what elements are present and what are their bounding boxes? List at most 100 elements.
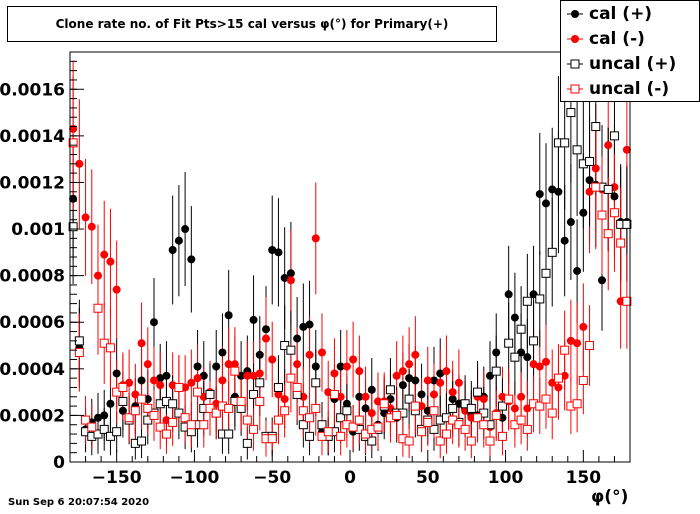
point-cal — [150, 318, 158, 327]
point-cal — [274, 248, 283, 257]
legend-label: cal (-) — [589, 29, 645, 49]
point-cal — [143, 360, 152, 369]
point-cal — [535, 362, 544, 371]
point-cal — [106, 399, 115, 408]
point-cal — [150, 376, 158, 385]
point-uncal — [622, 219, 632, 229]
point-cal — [554, 383, 563, 392]
point-cal — [81, 213, 90, 222]
point-uncal — [342, 406, 352, 416]
point-uncal — [180, 413, 190, 423]
point-cal — [535, 190, 544, 199]
point-cal — [168, 246, 177, 255]
point-uncal — [286, 373, 296, 383]
point-uncal — [280, 406, 290, 416]
point-cal — [112, 369, 121, 378]
point-uncal — [354, 415, 364, 425]
point-uncal — [423, 417, 433, 427]
point-uncal — [317, 420, 327, 430]
point-uncal — [585, 341, 595, 351]
point-uncal — [230, 366, 240, 376]
point-cal — [286, 276, 295, 285]
point-cal — [311, 234, 320, 243]
point-cal — [622, 145, 631, 154]
point-cal — [405, 360, 414, 369]
point-uncal — [205, 403, 215, 413]
point-cal — [268, 246, 277, 255]
point-uncal — [336, 413, 346, 423]
point-cal — [318, 348, 326, 357]
point-uncal — [68, 138, 78, 148]
point-uncal — [105, 343, 115, 353]
point-uncal — [267, 434, 277, 444]
point-cal — [411, 376, 420, 385]
point-cal — [181, 225, 190, 234]
point-uncal — [448, 415, 458, 425]
point-cal — [355, 392, 364, 401]
point-uncal — [298, 406, 308, 416]
point-cal — [224, 311, 233, 320]
point-cal — [342, 399, 351, 408]
point-cal — [274, 390, 283, 399]
point-cal — [517, 392, 526, 401]
point-uncal — [193, 387, 203, 397]
point-uncal — [74, 348, 84, 358]
point-uncal — [572, 145, 582, 155]
legend-entry-uncal-plus: uncal (+) — [561, 53, 700, 75]
point-cal — [417, 390, 426, 399]
point-cal — [448, 388, 457, 397]
point-uncal — [336, 431, 346, 441]
point-cal — [156, 381, 165, 390]
point-uncal — [516, 415, 526, 425]
x-tick-label: 100 — [488, 468, 524, 488]
point-cal — [355, 367, 364, 376]
point-uncal — [249, 424, 259, 434]
point-cal — [479, 395, 488, 404]
point-cal — [523, 353, 532, 362]
open-square-icon — [561, 81, 589, 97]
point-uncal — [535, 401, 545, 411]
point-cal — [610, 192, 619, 201]
point-uncal — [435, 436, 445, 446]
point-uncal — [566, 108, 576, 118]
point-uncal — [497, 431, 507, 441]
point-uncal — [161, 429, 171, 439]
point-cal — [492, 348, 501, 357]
point-cal — [293, 334, 302, 343]
point-uncal — [155, 422, 165, 432]
point-cal — [187, 378, 196, 387]
point-cal — [75, 159, 84, 168]
point-uncal — [541, 394, 551, 404]
point-cal — [430, 390, 438, 399]
point-uncal — [510, 352, 520, 362]
point-uncal — [529, 336, 539, 346]
point-uncal — [323, 427, 333, 437]
point-cal — [361, 392, 370, 401]
point-cal — [411, 350, 420, 359]
point-cal — [604, 141, 613, 150]
point-cal — [280, 273, 289, 282]
point-cal — [100, 411, 109, 420]
point-uncal — [448, 403, 458, 413]
point-uncal — [168, 417, 178, 427]
point-uncal — [93, 303, 103, 313]
point-uncal — [149, 410, 159, 420]
point-cal — [510, 404, 519, 413]
point-cal — [268, 355, 277, 364]
y-tick-label: 0.0002 — [0, 406, 65, 426]
point-cal — [218, 376, 227, 385]
legend: cal (+) cal (-) uncal (+) uncal (-) — [560, 0, 700, 102]
point-uncal — [591, 182, 601, 192]
point-cal — [330, 369, 339, 378]
legend-entry-cal-plus: cal (+) — [561, 3, 700, 25]
point-cal — [305, 320, 314, 329]
point-cal — [510, 313, 519, 322]
point-uncal — [286, 345, 296, 355]
point-uncal — [348, 422, 358, 432]
y-tick-label: 0.0014 — [0, 127, 65, 147]
point-uncal — [205, 389, 215, 399]
data-points — [68, 108, 632, 448]
point-uncal — [174, 382, 184, 392]
legend-label: cal (+) — [589, 4, 653, 24]
point-uncal — [491, 410, 501, 420]
